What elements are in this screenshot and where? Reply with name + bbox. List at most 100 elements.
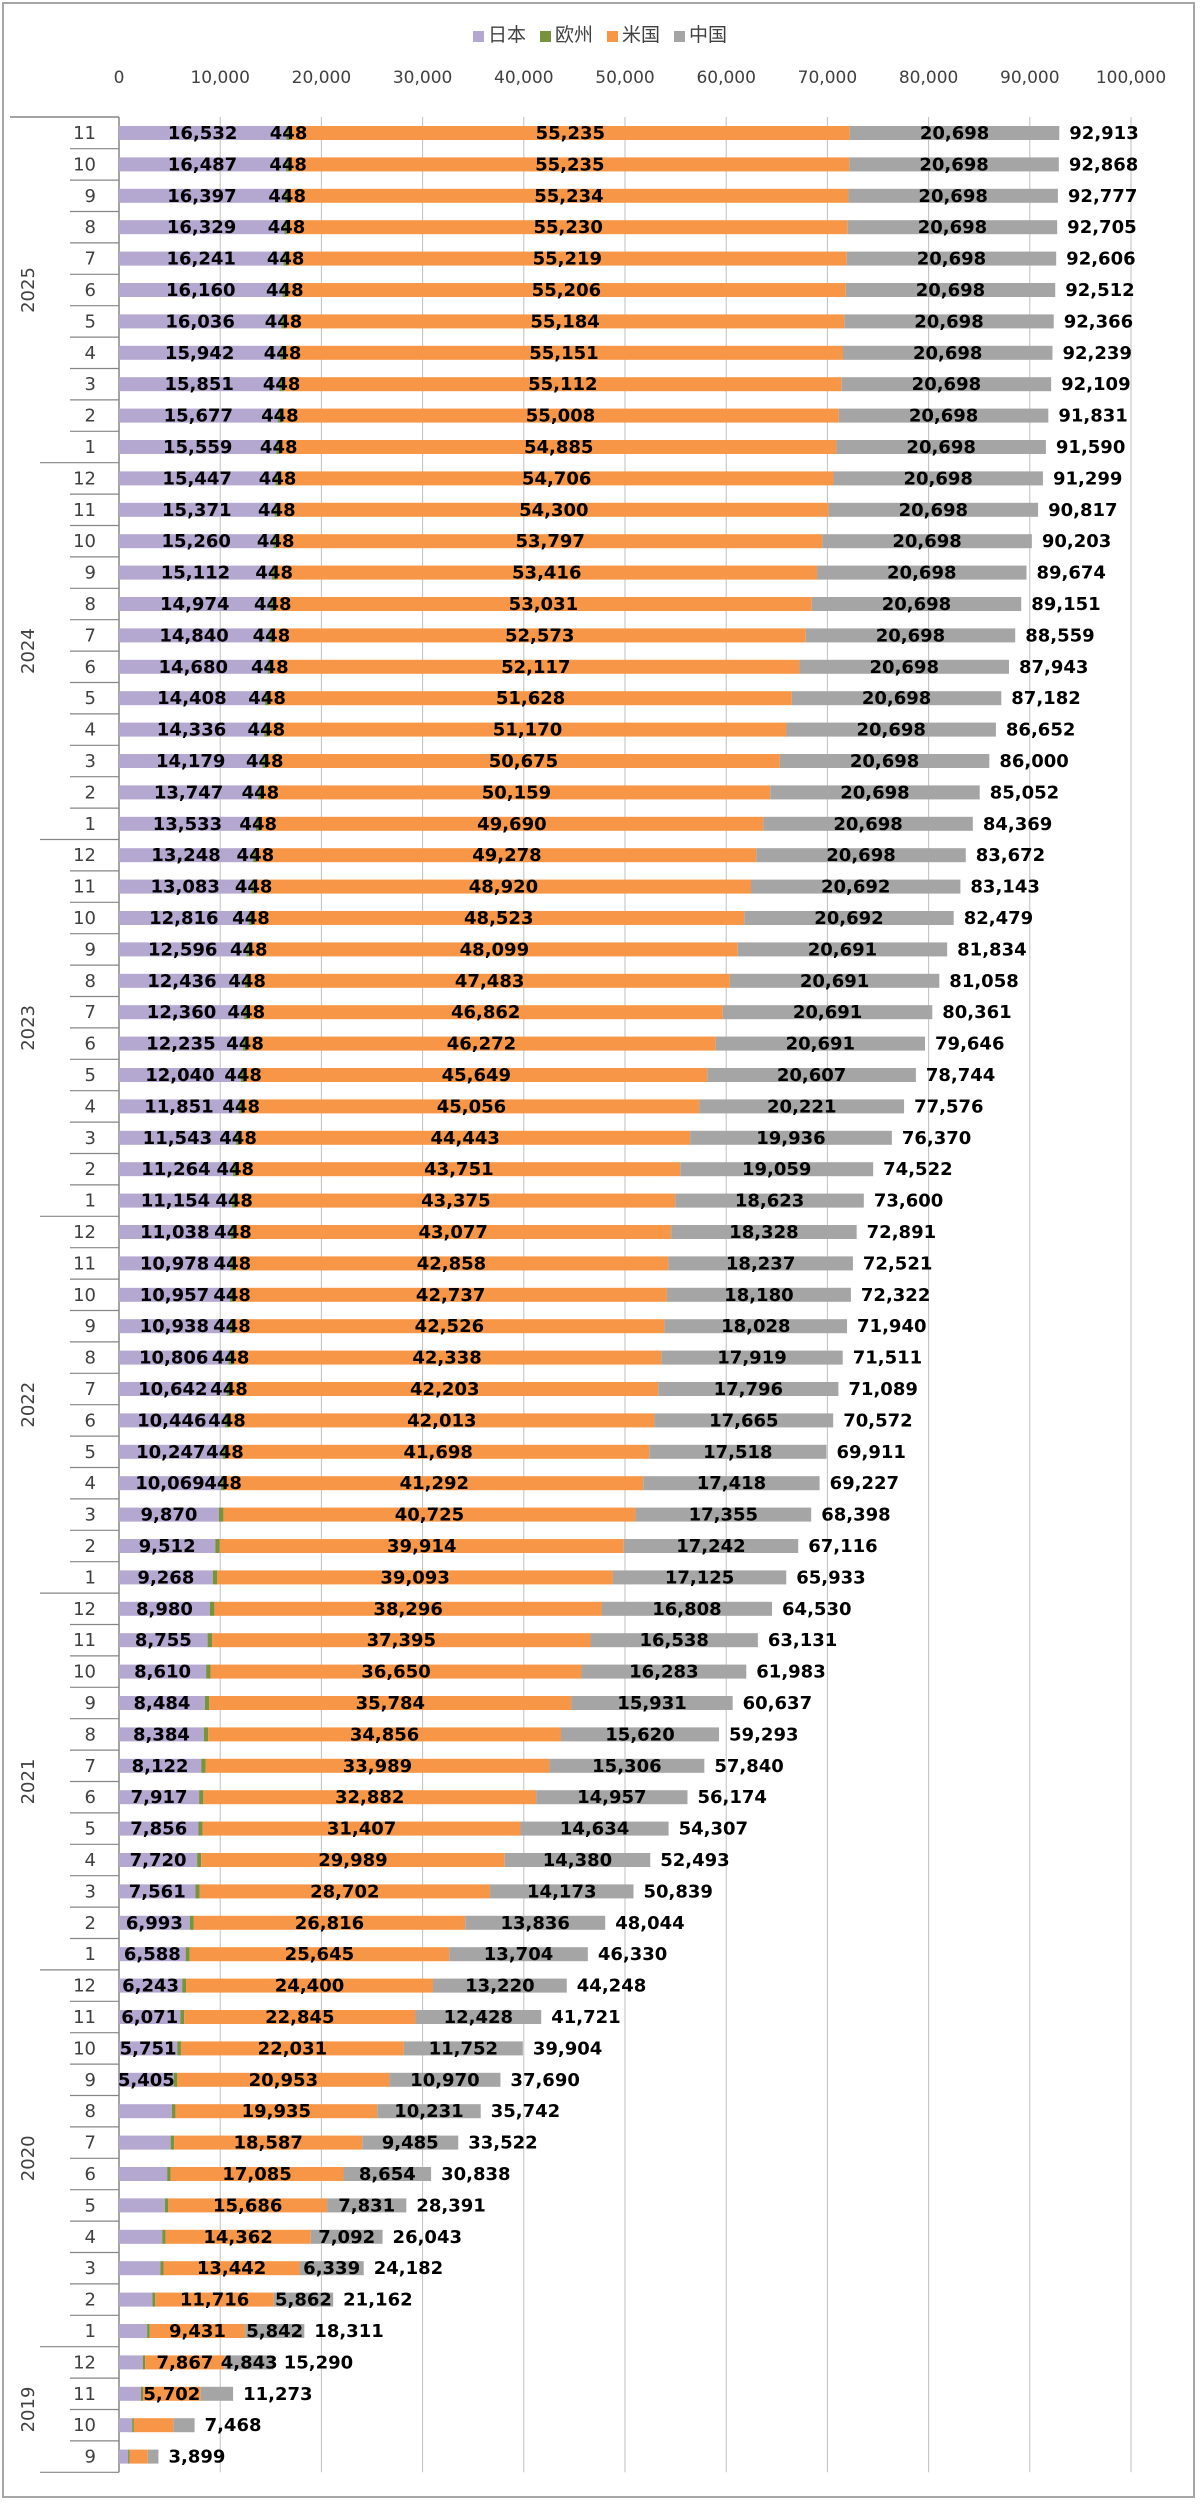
total-label: 79,646 [935, 1034, 1004, 1055]
data-label: 14,362 [203, 2227, 272, 2248]
data-label: 9,870 [140, 1505, 197, 1526]
data-label: 448 [263, 374, 301, 395]
bar-segment [271, 565, 277, 580]
bar-segment [119, 1601, 210, 1616]
data-label: 17,518 [703, 1442, 772, 1463]
year-label: 2020 [18, 2135, 39, 2181]
year-label: 2025 [18, 267, 39, 313]
data-label: 42,203 [410, 1379, 479, 1400]
bar-segment [234, 1287, 667, 1302]
bar-segment [160, 2261, 164, 2276]
bar-segment [289, 188, 849, 203]
bar-segment [203, 1727, 209, 1742]
bar-segment [635, 1507, 812, 1522]
total-label: 74,522 [883, 1159, 952, 1180]
bar-segment [119, 1444, 223, 1459]
bar-segment [185, 1947, 190, 1962]
x-tick-label: 50,000 [595, 68, 654, 88]
bar-segment [260, 816, 764, 831]
month-label: 10 [73, 2038, 96, 2059]
x-tick-label: 40,000 [494, 68, 553, 88]
data-label: 53,416 [512, 563, 581, 584]
data-label: 448 [228, 1002, 266, 1023]
total-label: 52,493 [660, 1850, 729, 1871]
data-label: 15,447 [162, 468, 231, 489]
month-label: 11 [73, 1253, 96, 1274]
data-label: 20,698 [833, 814, 902, 835]
bar-segment [119, 2324, 148, 2338]
data-label: 20,698 [856, 720, 925, 741]
bar-segment [119, 345, 281, 360]
bar-segment [140, 2386, 143, 2401]
total-label: 60,637 [743, 1693, 812, 1714]
month-label: 12 [73, 468, 96, 489]
month-label: 4 [85, 1850, 96, 1871]
data-label: 55,008 [526, 406, 595, 427]
data-label: 16,329 [167, 217, 236, 238]
data-label: 448 [264, 343, 302, 364]
month-label: 11 [73, 877, 96, 898]
bar-segment [189, 1947, 450, 1962]
bar-segment [257, 848, 757, 863]
total-label: 83,143 [970, 877, 1039, 898]
legend-swatch [539, 31, 551, 42]
data-label: 48,920 [469, 877, 538, 898]
bar-segment [245, 1068, 708, 1082]
bar-segment [204, 1696, 210, 1710]
bar-segment [119, 1790, 200, 1805]
bar-segment [199, 1790, 204, 1805]
data-label: 448 [235, 877, 273, 898]
month-label: 12 [73, 2352, 96, 2373]
month-label: 2 [85, 2290, 96, 2311]
bar-segment [272, 659, 800, 674]
data-label: 11,851 [144, 1096, 213, 1117]
x-tick-label: 80,000 [899, 68, 958, 88]
bar-segment [248, 1005, 723, 1020]
data-label: 10,970 [410, 2070, 479, 2091]
data-label: 20,698 [918, 186, 987, 207]
bar-segment [119, 502, 275, 517]
bar-segment [264, 722, 269, 737]
data-label: 5,842 [246, 2321, 303, 2342]
bar-segment [119, 1036, 243, 1051]
total-label: 92,777 [1068, 186, 1137, 207]
data-label: 12,436 [147, 971, 216, 992]
month-label: 1 [85, 437, 96, 458]
total-label: 91,831 [1058, 406, 1127, 427]
month-label: 11 [73, 2007, 96, 2028]
data-label: 6,588 [124, 1944, 181, 1965]
data-label: 448 [214, 1222, 252, 1243]
data-label: 42,858 [417, 1253, 486, 1274]
total-label: 86,000 [999, 751, 1068, 772]
bar-segment [212, 1633, 591, 1648]
bar-segment [129, 2449, 148, 2464]
data-label: 54,706 [522, 468, 591, 489]
data-label: 47,483 [455, 971, 524, 992]
bar-segment [845, 283, 1056, 297]
bar-segment [119, 2167, 168, 2181]
bar-segment [119, 1225, 231, 1239]
data-label: 448 [254, 594, 292, 615]
bar-segment [119, 377, 280, 392]
bar-segment [165, 2229, 311, 2244]
bar-segment [119, 1633, 208, 1648]
bar-segment [833, 471, 1043, 486]
bar-segment [276, 565, 818, 580]
total-label: 72,322 [861, 1285, 930, 1306]
bar-segment [273, 534, 278, 549]
data-label: 8,980 [136, 1599, 193, 1620]
bar-segment [279, 471, 834, 486]
total-label: 80,361 [942, 1002, 1011, 1023]
bar-segment [277, 534, 823, 549]
data-label: 28,702 [310, 1881, 379, 1902]
total-label: 30,838 [441, 2164, 510, 2185]
bar-segment [198, 1821, 203, 1836]
bar-segment [152, 2292, 156, 2307]
data-label: 448 [255, 563, 293, 584]
bar-segment [841, 377, 1052, 392]
year-label: 2023 [18, 1005, 39, 1051]
data-label: 15,620 [605, 1724, 674, 1745]
bar-segment [285, 314, 845, 329]
total-label: 78,744 [926, 1065, 995, 1086]
